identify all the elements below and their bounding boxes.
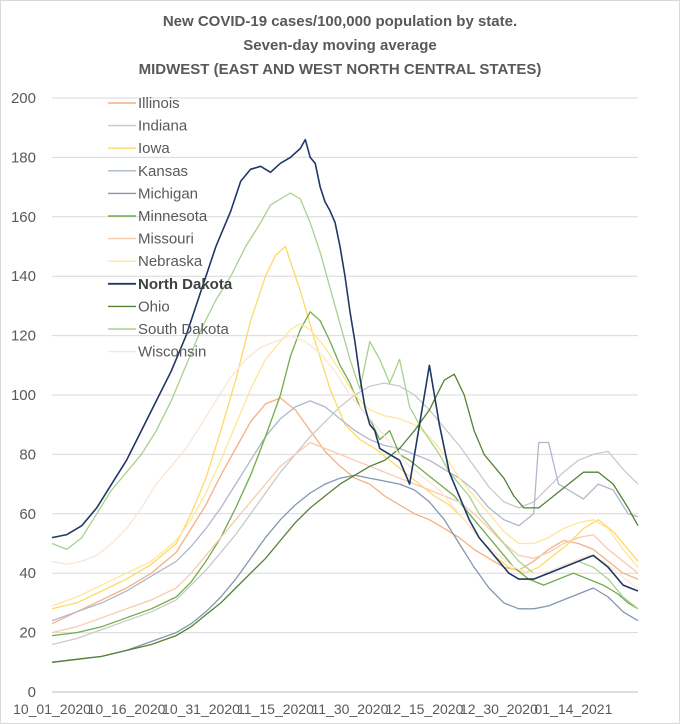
x-tick-label: 12_30_2020 xyxy=(460,701,538,717)
plot-area xyxy=(51,138,639,663)
legend-label-nebraska: Nebraska xyxy=(138,253,203,270)
series-line-illinois xyxy=(51,397,639,625)
legend-label-illinois: Illinois xyxy=(138,95,180,112)
legend: Illinois Indiana Iowa Kansas Michigan Minneso… xyxy=(108,95,233,361)
legend-label-iowa: Iowa xyxy=(138,140,170,157)
y-tick-label: 120 xyxy=(11,328,36,345)
legend-label-missouri: Missouri xyxy=(138,231,194,248)
y-tick-label: 140 xyxy=(11,268,36,285)
x-tick-label: 12_15_2020 xyxy=(386,701,464,717)
y-tick-label: 0 xyxy=(28,684,36,701)
x-tick-label: 11_30_2020 xyxy=(312,701,389,717)
y-tick-label: 20 xyxy=(19,625,36,642)
chart-region-label: MIDWEST (EAST AND WEST NORTH CENTRAL STA… xyxy=(139,61,542,78)
series-line-north-dakota xyxy=(51,138,639,592)
x-axis: 10_01_202010_16_202010_31_202011_15_2020… xyxy=(13,701,613,717)
series-line-michigan xyxy=(51,474,639,663)
series-line-nebraska xyxy=(51,323,639,607)
x-tick-label: 10_01_2020 xyxy=(13,701,91,717)
legend-label-kansas: Kansas xyxy=(138,163,188,180)
y-tick-label: 180 xyxy=(11,149,36,166)
legend-label-minnesota: Minnesota xyxy=(138,208,208,225)
y-tick-label: 60 xyxy=(19,506,36,523)
series-line-kansas xyxy=(51,400,639,622)
legend-label-north-dakota: North Dakota xyxy=(138,276,233,293)
y-axis: 0 20 40 60 80 100 120 140 160 180 200 xyxy=(11,90,36,701)
legend-label-wisconsin: Wisconsin xyxy=(138,344,206,361)
legend-label-ohio: Ohio xyxy=(138,298,170,315)
x-tick-label: 10_16_2020 xyxy=(88,701,166,717)
x-tick-label: 01_14_2021 xyxy=(535,701,613,717)
x-tick-label: 10_31_2020 xyxy=(162,701,240,717)
chart-title: New COVID-19 cases/100,000 population by… xyxy=(139,13,542,78)
y-tick-label: 40 xyxy=(19,565,36,582)
y-tick-label: 80 xyxy=(19,446,36,463)
series-line-indiana xyxy=(51,382,639,646)
y-tick-label: 160 xyxy=(11,209,36,226)
gridlines xyxy=(52,97,638,693)
chart-title-line: New COVID-19 cases/100,000 population by… xyxy=(163,13,517,30)
series-line-south-dakota xyxy=(51,192,639,610)
legend-label-indiana: Indiana xyxy=(138,118,188,135)
y-tick-label: 200 xyxy=(11,90,36,107)
legend-label-south-dakota: South Dakota xyxy=(138,321,230,338)
series-line-iowa xyxy=(51,245,639,610)
chart-subtitle: Seven-day moving average xyxy=(243,37,436,54)
x-tick-label: 11_15_2020 xyxy=(237,701,314,717)
series-line-ohio xyxy=(51,373,639,663)
y-tick-label: 100 xyxy=(11,387,36,404)
series-line-wisconsin xyxy=(51,334,639,589)
legend-label-michigan: Michigan xyxy=(138,185,198,202)
